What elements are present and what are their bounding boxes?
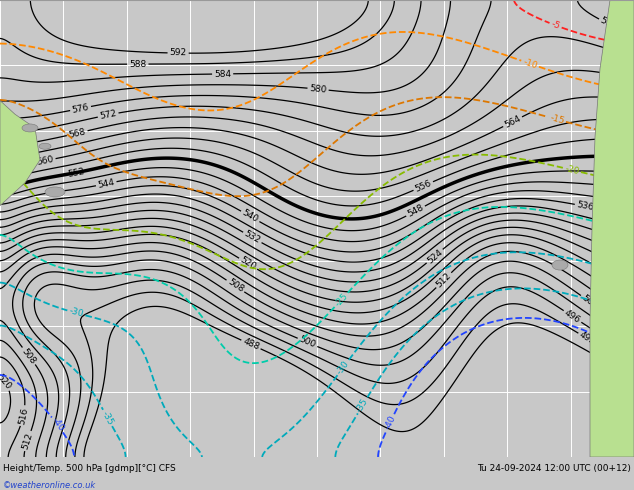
Text: 536: 536 <box>576 200 595 212</box>
Text: 492: 492 <box>578 330 597 347</box>
Text: -40: -40 <box>49 416 65 434</box>
Text: 560: 560 <box>36 155 55 167</box>
Text: 552: 552 <box>67 167 86 178</box>
Text: 500: 500 <box>298 335 317 350</box>
Ellipse shape <box>22 124 38 132</box>
Ellipse shape <box>552 260 568 270</box>
Text: -5: -5 <box>550 20 561 31</box>
Text: 592: 592 <box>169 49 187 58</box>
Text: 564: 564 <box>503 114 522 130</box>
Text: 576: 576 <box>599 16 618 31</box>
Text: 544: 544 <box>97 178 115 190</box>
Text: 508: 508 <box>226 277 245 294</box>
Text: 528: 528 <box>593 226 612 240</box>
Text: 524: 524 <box>425 247 444 265</box>
Text: Height/Temp. 500 hPa [gdmp][°C] CFS: Height/Temp. 500 hPa [gdmp][°C] CFS <box>3 464 176 473</box>
Text: -20: -20 <box>564 164 580 176</box>
Text: 556: 556 <box>413 178 433 194</box>
Text: -10: -10 <box>522 57 538 71</box>
Text: 576: 576 <box>71 102 90 115</box>
Text: 508: 508 <box>20 346 37 366</box>
Text: 532: 532 <box>243 229 262 245</box>
Text: Tu 24-09-2024 12:00 UTC (00+12): Tu 24-09-2024 12:00 UTC (00+12) <box>477 464 631 473</box>
Text: 540: 540 <box>240 208 260 224</box>
Text: -35: -35 <box>100 409 115 427</box>
Text: -15: -15 <box>548 113 566 126</box>
Text: 520: 520 <box>0 372 13 391</box>
Text: -30: -30 <box>335 359 351 376</box>
Text: ©weatheronline.co.uk: ©weatheronline.co.uk <box>3 481 96 490</box>
Text: -30: -30 <box>68 307 84 319</box>
Ellipse shape <box>45 187 65 197</box>
Text: 572: 572 <box>99 109 117 121</box>
Text: 512: 512 <box>434 271 453 290</box>
Text: -40: -40 <box>383 414 398 431</box>
Text: 588: 588 <box>129 60 146 69</box>
Text: 584: 584 <box>214 69 231 78</box>
Text: 568: 568 <box>68 127 87 140</box>
Text: -35: -35 <box>355 397 370 414</box>
Text: 516: 516 <box>17 406 30 425</box>
Text: 496: 496 <box>563 308 582 325</box>
Text: 504: 504 <box>580 293 599 310</box>
Polygon shape <box>0 100 40 206</box>
Text: 520: 520 <box>238 255 258 272</box>
Text: -25: -25 <box>333 291 350 308</box>
Text: 488: 488 <box>242 337 261 352</box>
Text: 512: 512 <box>21 431 34 450</box>
Text: 548: 548 <box>406 203 425 219</box>
Ellipse shape <box>39 143 51 149</box>
Polygon shape <box>590 0 634 457</box>
Text: 580: 580 <box>309 84 327 95</box>
Text: 516: 516 <box>599 265 618 281</box>
